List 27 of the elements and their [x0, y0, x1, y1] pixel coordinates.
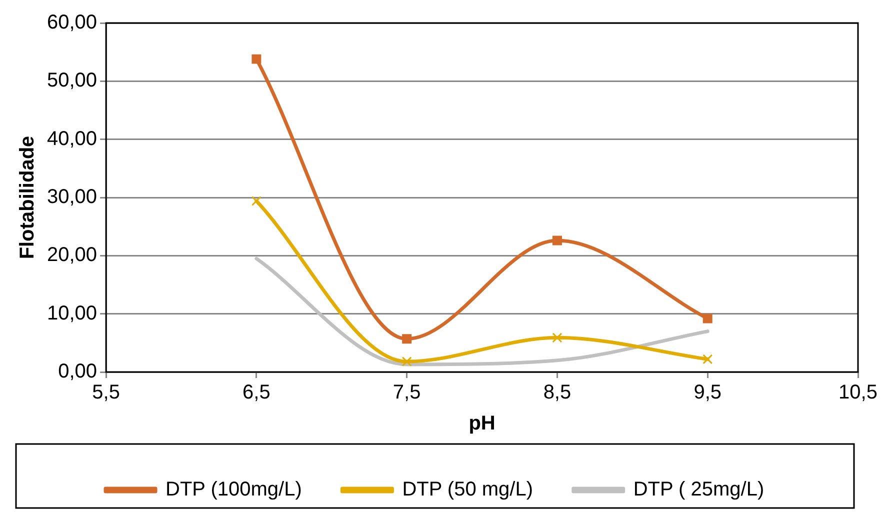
x-tick-label: 8,5	[543, 382, 572, 404]
y-tick-label: 10,00	[46, 302, 98, 324]
legend-label: DTP ( 25mg/L)	[633, 478, 764, 501]
point	[552, 236, 562, 246]
point	[552, 332, 562, 343]
point	[402, 334, 412, 344]
line-series	[254, 256, 710, 366]
x-tick-label: 9,5	[694, 382, 722, 404]
x-tick-label: 5,5	[92, 382, 120, 404]
x-tick-label: 10,5	[838, 382, 878, 404]
legend-label: DTP (50 mg/L)	[402, 478, 533, 501]
y-tick-label: 0,00	[58, 360, 98, 383]
point	[252, 54, 262, 64]
legend-label: DTP (100mg/L)	[166, 478, 302, 501]
y-tick-label: 30,00	[46, 186, 98, 208]
y-tick-label: 40,00	[46, 128, 98, 150]
point	[251, 196, 262, 206]
x-tick-label: 7,5	[392, 382, 421, 404]
point	[702, 354, 713, 364]
y-tick-label: 50,00	[46, 70, 98, 92]
point	[402, 356, 412, 367]
x-axis-title: pH	[468, 412, 496, 435]
y-tick-label: 60,00	[46, 12, 98, 34]
point	[702, 314, 712, 324]
y-axis-title: Flotabilidade	[16, 136, 39, 260]
x-tick-label: 6,5	[242, 382, 270, 404]
y-tick-label: 20,00	[46, 244, 98, 266]
